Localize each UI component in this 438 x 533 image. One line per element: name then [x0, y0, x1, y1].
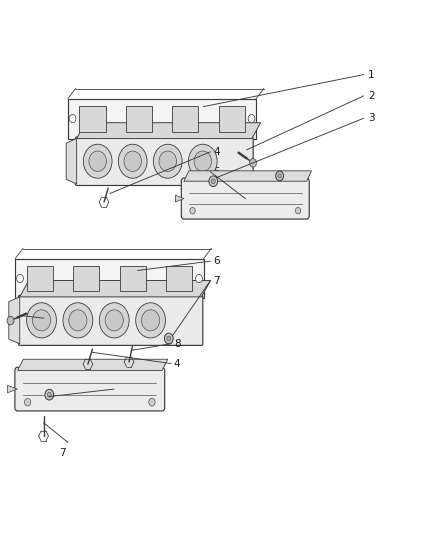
- Ellipse shape: [153, 144, 182, 178]
- Polygon shape: [18, 359, 168, 370]
- Ellipse shape: [136, 303, 166, 338]
- Circle shape: [167, 336, 171, 341]
- Polygon shape: [175, 195, 184, 202]
- Bar: [126, 106, 152, 132]
- Circle shape: [250, 159, 257, 167]
- Circle shape: [164, 333, 173, 344]
- Bar: [219, 106, 245, 132]
- Circle shape: [149, 398, 155, 406]
- Text: 3: 3: [25, 313, 32, 323]
- Ellipse shape: [83, 144, 112, 178]
- Ellipse shape: [188, 144, 217, 178]
- FancyBboxPatch shape: [18, 295, 203, 345]
- Ellipse shape: [141, 310, 160, 331]
- Ellipse shape: [32, 310, 51, 331]
- Ellipse shape: [118, 144, 147, 178]
- Circle shape: [248, 115, 255, 123]
- Ellipse shape: [99, 303, 129, 338]
- Bar: [166, 265, 192, 292]
- Circle shape: [25, 398, 31, 406]
- Bar: [172, 106, 198, 132]
- Polygon shape: [7, 385, 18, 393]
- Circle shape: [7, 316, 14, 325]
- Polygon shape: [20, 280, 211, 297]
- Text: 6: 6: [213, 256, 220, 266]
- Bar: [73, 265, 99, 292]
- FancyBboxPatch shape: [75, 137, 253, 185]
- Text: 7: 7: [59, 448, 66, 458]
- Ellipse shape: [105, 310, 124, 331]
- Circle shape: [69, 115, 76, 123]
- Polygon shape: [9, 297, 20, 344]
- Circle shape: [295, 207, 301, 214]
- FancyBboxPatch shape: [181, 178, 309, 219]
- Circle shape: [209, 176, 218, 187]
- Circle shape: [190, 207, 195, 214]
- Circle shape: [196, 274, 202, 282]
- Circle shape: [276, 171, 283, 181]
- Bar: [27, 265, 53, 292]
- Text: 1: 1: [368, 70, 374, 79]
- Text: 9: 9: [117, 384, 124, 394]
- FancyBboxPatch shape: [68, 99, 256, 139]
- Text: 7: 7: [213, 276, 220, 286]
- Ellipse shape: [89, 151, 106, 172]
- Polygon shape: [184, 171, 311, 181]
- Circle shape: [278, 174, 281, 178]
- Text: 5: 5: [213, 167, 220, 176]
- Polygon shape: [66, 139, 77, 184]
- Polygon shape: [77, 123, 261, 139]
- FancyBboxPatch shape: [15, 259, 204, 298]
- FancyBboxPatch shape: [15, 367, 165, 411]
- Circle shape: [211, 179, 215, 183]
- Text: 4: 4: [213, 147, 220, 157]
- Text: 8: 8: [174, 339, 180, 349]
- Ellipse shape: [27, 303, 57, 338]
- Bar: [79, 106, 106, 132]
- Ellipse shape: [63, 303, 93, 338]
- Text: 4: 4: [174, 359, 180, 368]
- Circle shape: [45, 389, 54, 400]
- Text: 3: 3: [368, 114, 374, 123]
- Circle shape: [17, 274, 23, 282]
- Text: 2: 2: [368, 91, 374, 101]
- Ellipse shape: [69, 310, 87, 331]
- Bar: [120, 265, 146, 292]
- Circle shape: [47, 392, 51, 397]
- Ellipse shape: [194, 151, 212, 172]
- Ellipse shape: [159, 151, 177, 172]
- Ellipse shape: [124, 151, 141, 172]
